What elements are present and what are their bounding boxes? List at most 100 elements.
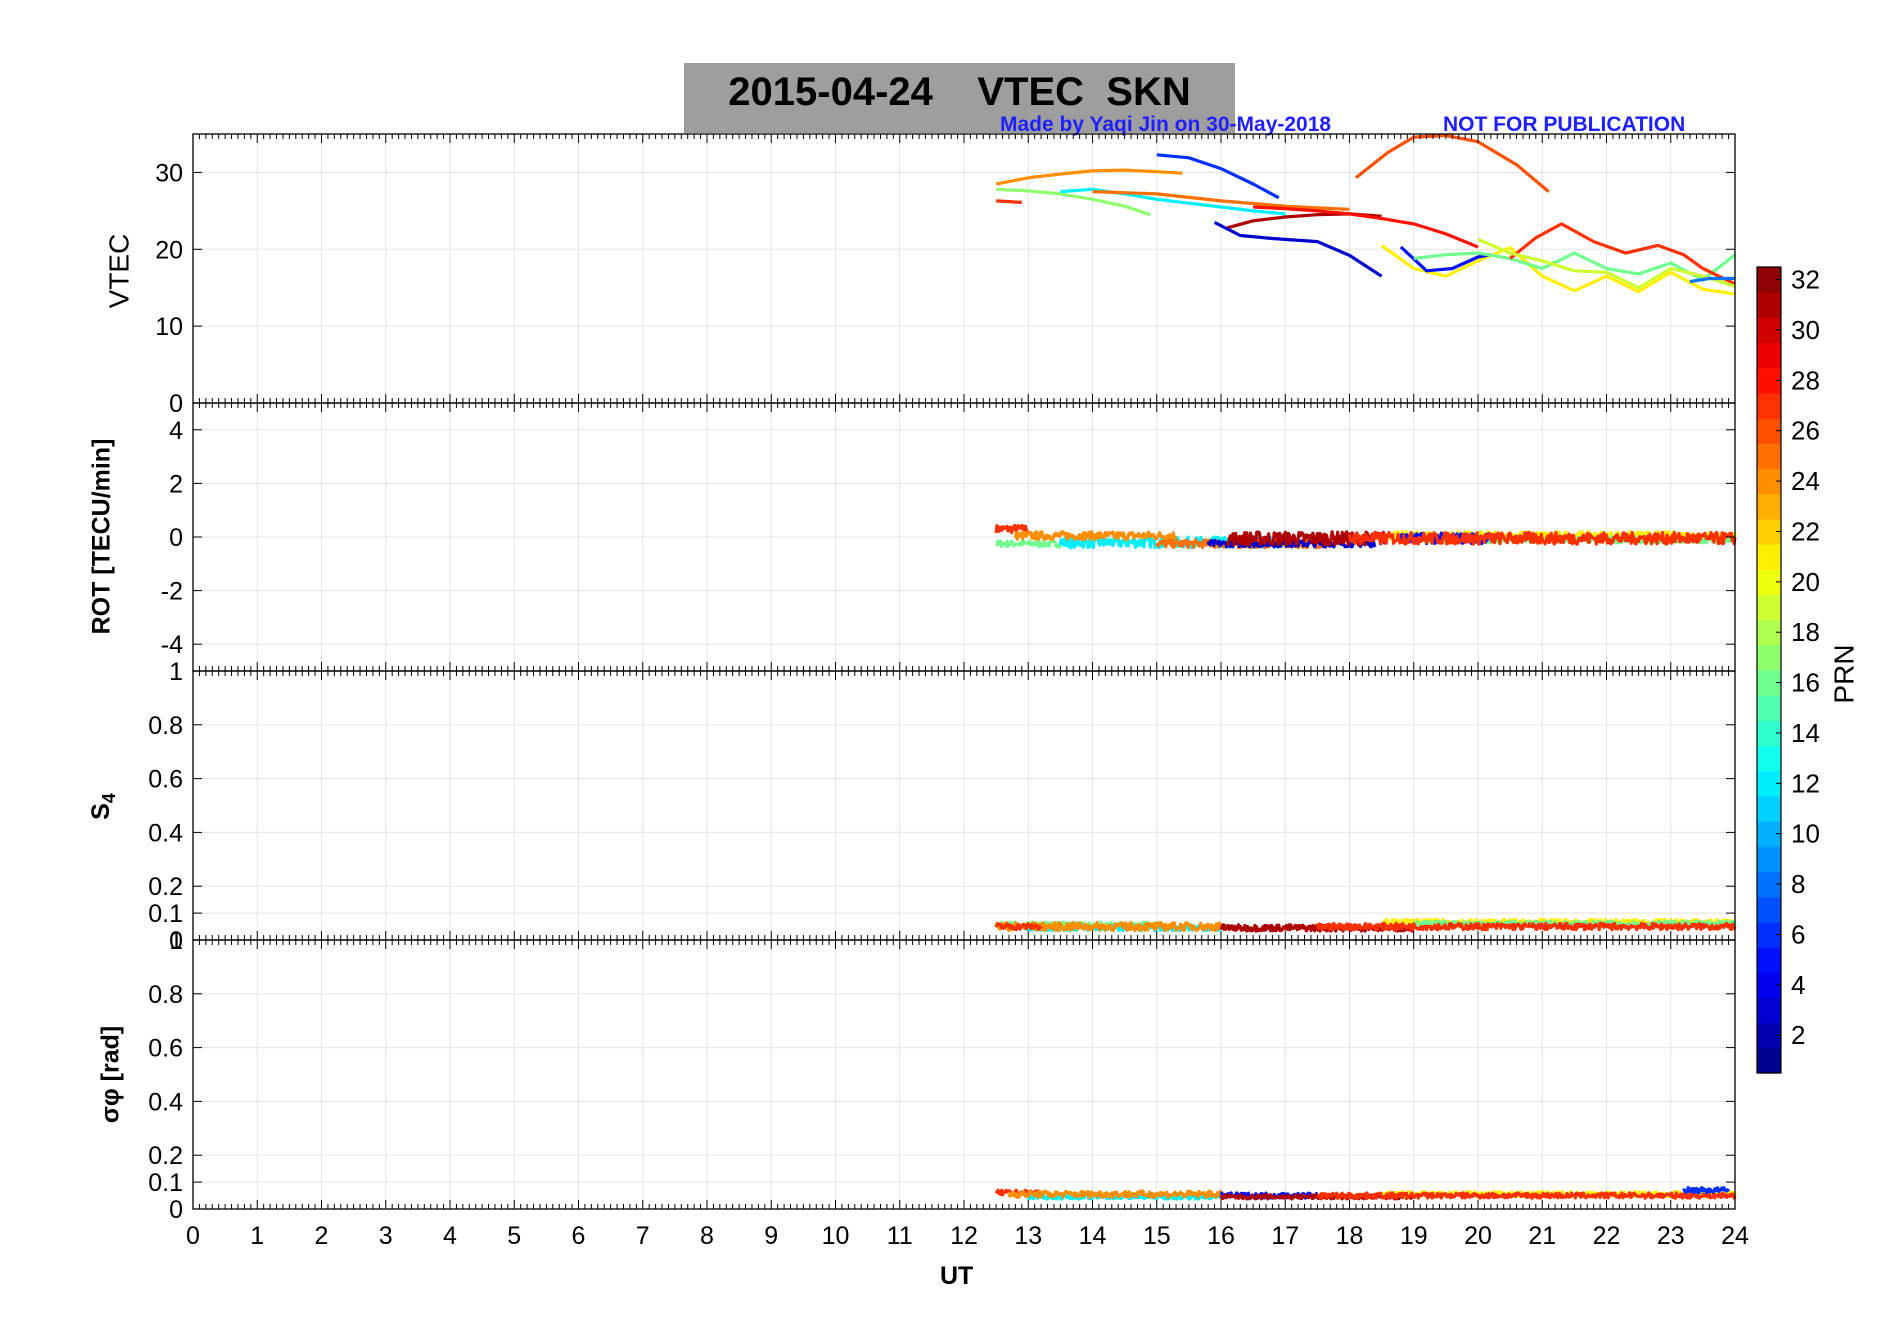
x-tick-label: 13 [1014,1222,1042,1250]
vtec-series-prn-25 [1092,190,1350,211]
sigphi-ytick-label: 1 [169,927,183,955]
colorbar-tick-label: 2 [1791,1020,1805,1050]
colorbar-segment [1757,1047,1781,1074]
colorbar-tick-label: 24 [1791,466,1820,496]
title-background [684,63,1235,133]
x-tick-label: 9 [764,1222,778,1250]
colorbar-tick-label: 32 [1791,265,1820,295]
vtec-series-prn-28 [1253,205,1479,249]
colorbar-segment [1757,947,1781,973]
vtec-series-prn-19 [1477,237,1736,290]
vtec-ylabel: VTEC [103,233,135,309]
rot-ytick-label: 4 [169,417,183,445]
chart-title: 2015-04-24 VTEC SKN [684,70,1235,115]
colorbar-segment [1757,342,1781,369]
sigphi-trace-prn-27 [1316,1191,1737,1200]
x-tick-label: 15 [1143,1222,1171,1250]
sigphi-ytick-label: 0.8 [148,981,183,1009]
colorbar-tick-label: 8 [1791,869,1805,899]
colorbar-tick-label: 26 [1791,416,1820,446]
s4-ytick-label: 0.2 [148,873,183,901]
vtec-ytick-label: 10 [155,313,183,341]
vtec-series-prn-24 [995,168,1183,186]
sigphi-trace-prn-6 [1682,1185,1730,1195]
x-tick-label: 2 [315,1222,329,1250]
x-tick-label: 23 [1657,1222,1685,1250]
s4-ytick-label: 0.6 [148,766,183,794]
title-product: VTEC [977,70,1085,114]
colorbar-segment [1757,896,1781,923]
colorbar-label: PRN [1828,644,1860,704]
x-tick-label: 5 [507,1222,521,1250]
colorbar-segment [1757,695,1781,721]
x-tick-label: 7 [636,1222,650,1250]
rot-ylabel: ROT [TECU/min] [87,438,116,635]
vtec-series-prn-5 [1399,245,1492,273]
x-tick-label: 19 [1400,1222,1428,1250]
x-tick-label: 17 [1271,1222,1299,1250]
vtec-ytick-label: 0 [169,390,183,418]
s4-trace-prn-27 [1315,921,1737,932]
x-tick-label: 4 [443,1222,457,1250]
colorbar-segment [1757,997,1781,1024]
s4-ytick-label: 0.8 [148,712,183,740]
colorbar-tick-label: 28 [1791,365,1820,395]
s4-ytick-label: 0.1 [148,900,183,928]
vtec-series-prn-27 [996,199,1022,204]
x-tick-label: 20 [1464,1222,1492,1250]
colorbar-tick-label: 14 [1791,718,1820,748]
s4-ytick-label: 0.4 [148,819,183,847]
sigphi-ylabel: σφ [rad] [96,1025,125,1124]
rot-trace-prn-27 [994,523,1030,535]
x-tick-label: 0 [186,1222,200,1250]
colorbar-segment [1757,392,1781,419]
x-tick-label: 3 [379,1222,393,1250]
rot-trace-prn-3 [1206,538,1377,549]
colorbar-segment [1757,594,1781,621]
x-tick-label: 16 [1207,1222,1235,1250]
vtec-ytick-label: 20 [155,236,183,264]
x-tick-label: 10 [822,1222,850,1250]
vtec-ytick-label: 30 [155,159,183,187]
colorbar-segment [1757,745,1781,772]
vtec-series-prn-26 [1354,133,1550,193]
sigphi-trace-prn-24 [1007,1189,1222,1200]
rot-ytick-label: -4 [161,631,183,659]
rot-ytick-label: 2 [169,470,183,498]
rot-ytick-label: -2 [161,578,183,606]
colorbar-segment [1757,846,1781,873]
x-tick-label: 14 [1079,1222,1107,1250]
rot-trace-prn-24 [1013,530,1178,542]
colorbar-tick-label: 16 [1791,668,1820,698]
x-tick-label: 12 [950,1222,978,1250]
colorbar-segment [1757,644,1781,671]
sigphi-ytick-label: 0.4 [148,1088,183,1116]
sigphi-ytick-label: 0 [169,1196,183,1224]
vtec-series-prn-6 [1156,153,1280,200]
colorbar-tick-label: 30 [1791,315,1820,345]
colorbar-box [1756,266,1782,1074]
x-tick-label: 24 [1721,1222,1749,1250]
x-tick-label: 18 [1336,1222,1364,1250]
s4-ylabel: S4 [86,793,119,820]
rot-trace-prn-16 [995,538,1062,549]
title-station: SKN [1106,70,1191,114]
s4-trace-prn-27 [994,922,1043,932]
colorbar-tick-label: 22 [1791,516,1820,546]
x-tick-label: 21 [1528,1222,1556,1250]
colorbar-tick-label: 10 [1791,819,1820,849]
x-axis-label: UT [940,1262,974,1290]
colorbar-segment [1757,493,1781,520]
vtec-series-prn-16 [1413,251,1736,282]
publication-notice: NOT FOR PUBLICATION [1443,113,1686,136]
title-date: 2015-04-24 [728,70,933,114]
x-tick-label: 6 [572,1222,586,1250]
colorbar-segment [1757,292,1781,318]
x-tick-label: 22 [1593,1222,1621,1250]
colorbar-segment [1757,443,1781,470]
s4-ytick-label: 0 [169,927,183,955]
x-tick-label: 1 [250,1222,264,1250]
vtec-series-prn-12 [1060,187,1286,216]
colorbar-tick-label: 4 [1791,970,1805,1000]
colorbar-tick-label: 12 [1791,768,1820,798]
